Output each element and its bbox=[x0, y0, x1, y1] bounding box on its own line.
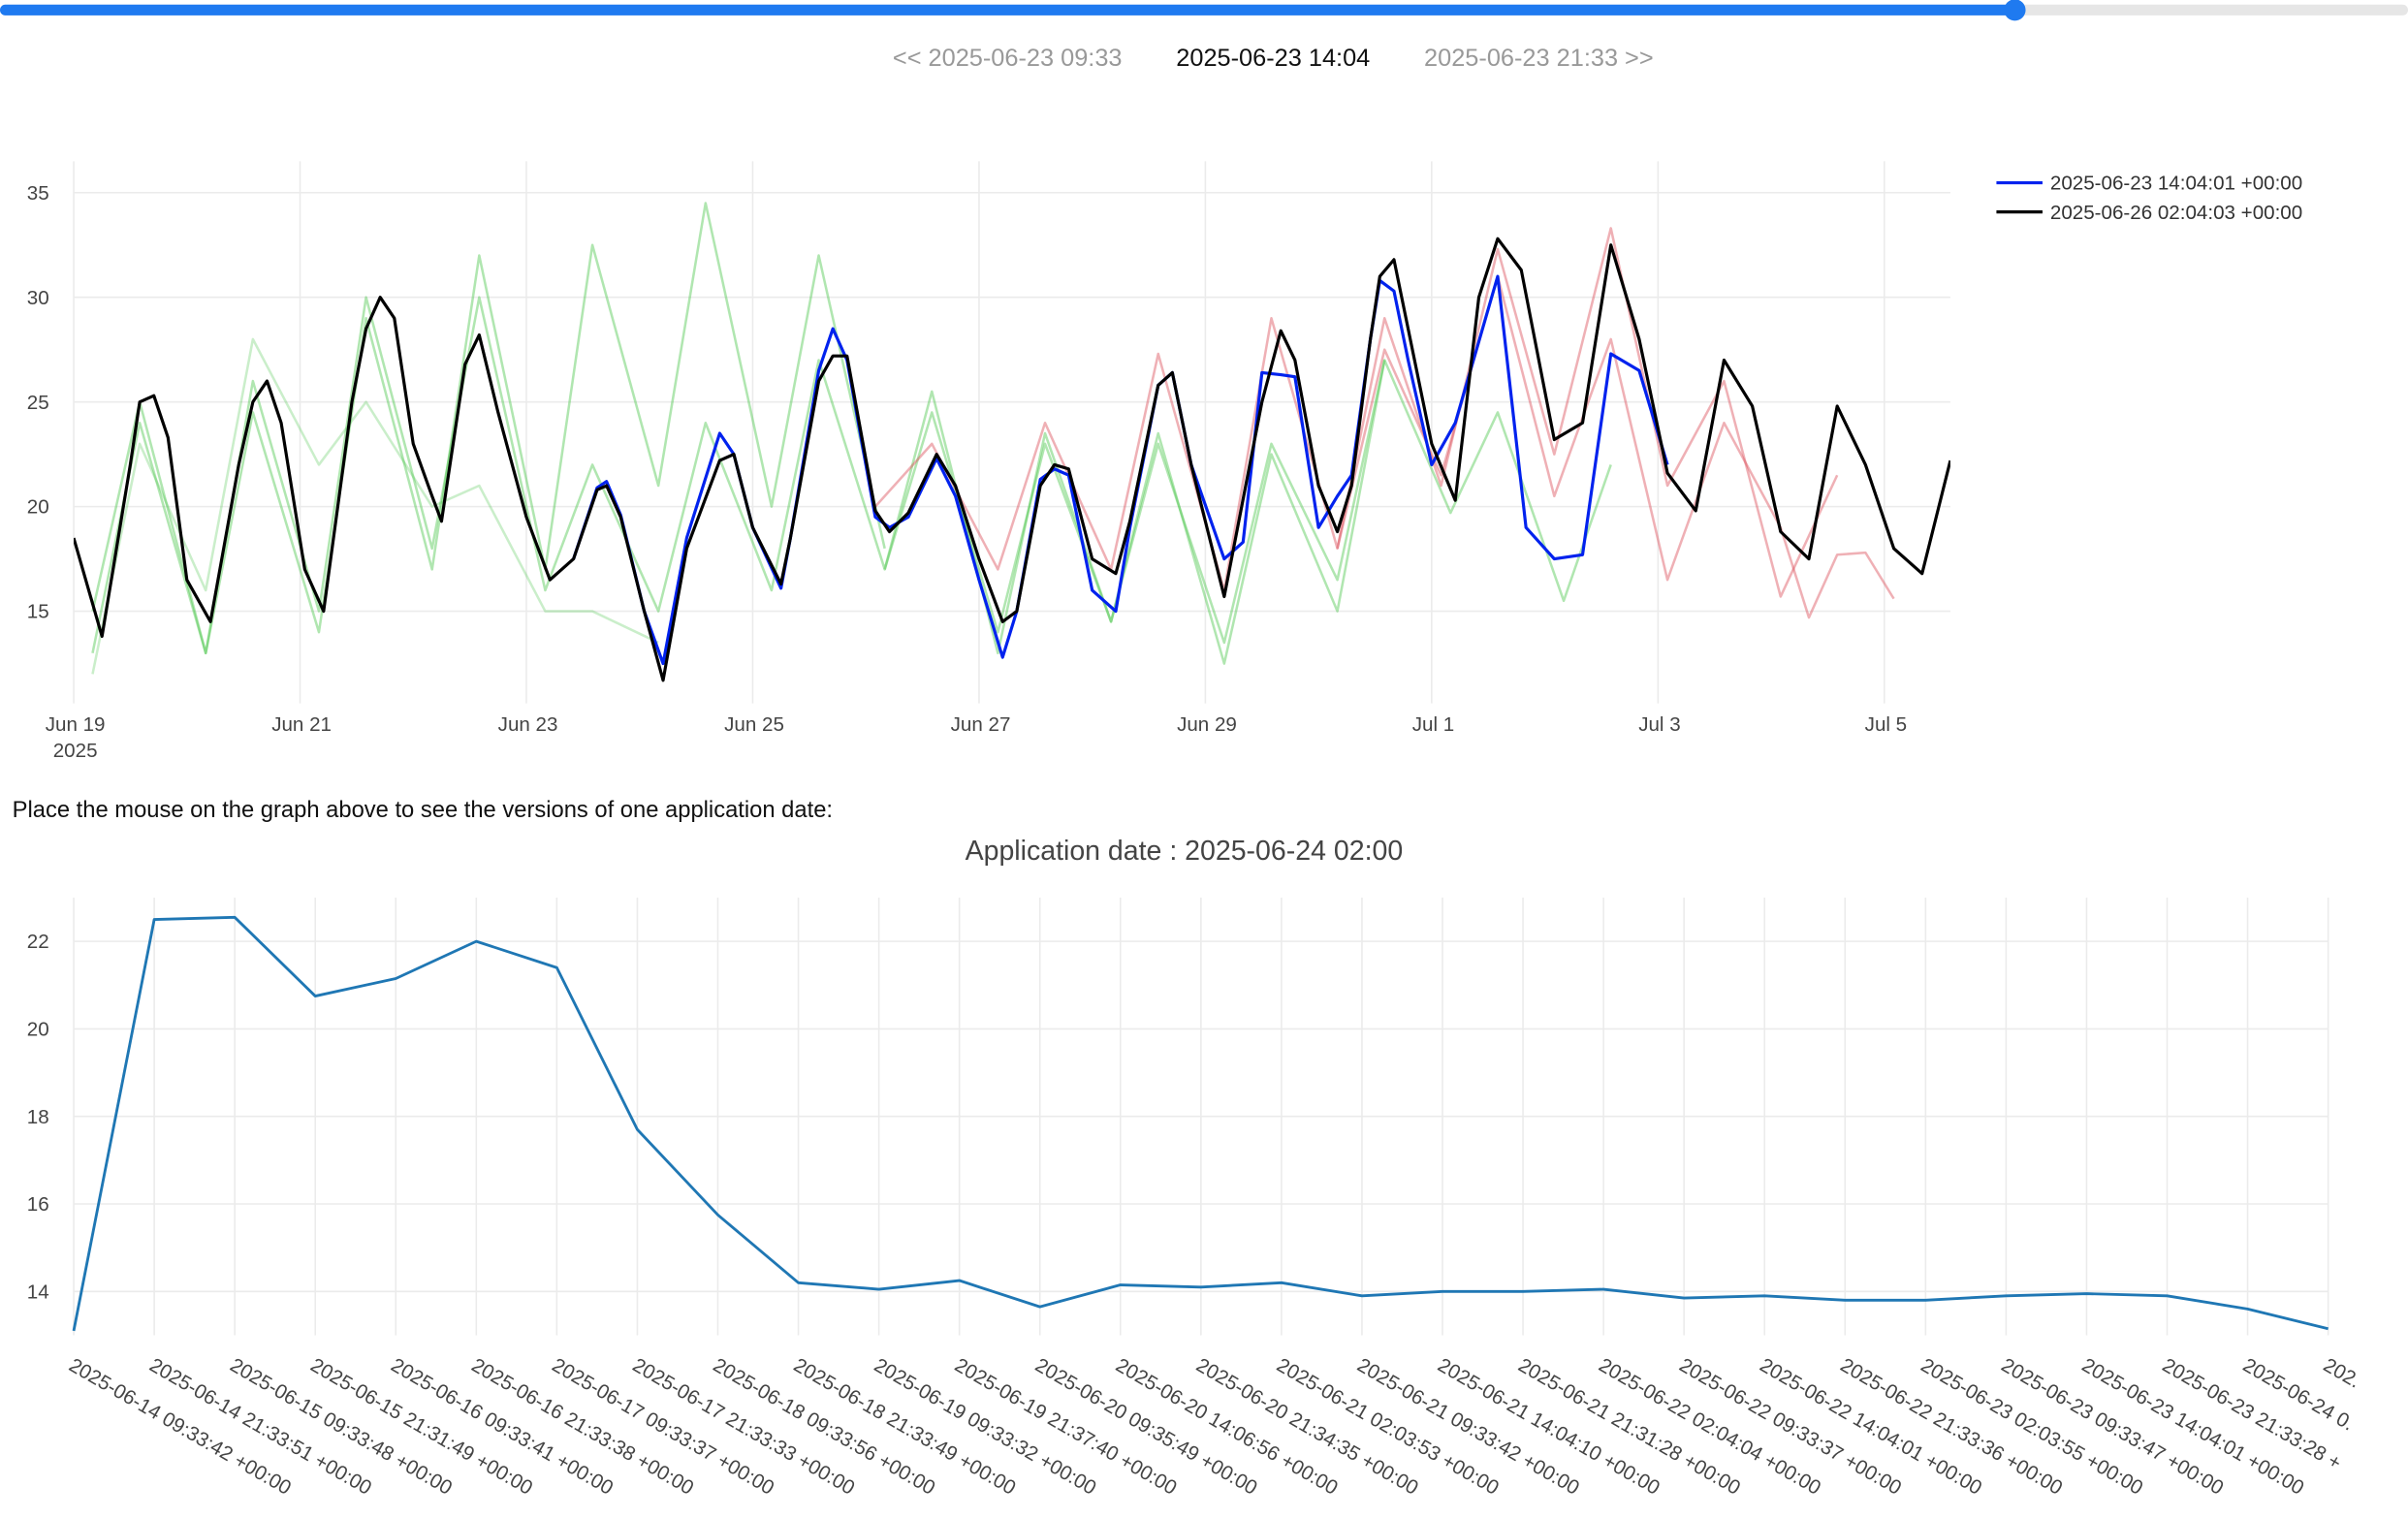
slider-handle[interactable] bbox=[2004, 0, 2026, 21]
series-line bbox=[74, 237, 1950, 682]
x-tick-label: Jun 25 bbox=[724, 713, 784, 736]
series-line bbox=[91, 202, 886, 655]
legend-label: 2025-06-23 14:04:01 +00:00 bbox=[2050, 173, 2302, 195]
y-tick-label: 18 bbox=[27, 1106, 49, 1128]
x-tick-label: Jun 21 bbox=[271, 713, 332, 736]
chart-title: Application date : 2025-06-24 02:00 bbox=[966, 836, 1404, 867]
y-tick-label: 16 bbox=[27, 1193, 49, 1216]
x-tick-label: Jul 5 bbox=[1865, 713, 1907, 736]
x-tick-label: Jun 29 bbox=[1177, 713, 1237, 736]
series-line bbox=[72, 915, 2329, 1332]
next-link[interactable]: 2025-06-23 21:33 >> bbox=[1424, 45, 1654, 72]
series-line bbox=[883, 359, 1612, 665]
x-tick-label: Jul 3 bbox=[1638, 713, 1680, 736]
y-tick-label: 15 bbox=[27, 601, 49, 623]
y-tick-label: 22 bbox=[27, 931, 49, 953]
previous-link[interactable]: << 2025-06-23 09:33 bbox=[893, 45, 1123, 72]
instruction: Place the mouse on the graph above to se… bbox=[13, 797, 833, 823]
y-tick-label: 20 bbox=[27, 496, 49, 519]
slider-fill bbox=[0, 4, 2015, 16]
legend-label: 2025-06-26 02:04:03 +00:00 bbox=[2050, 202, 2302, 224]
series-group bbox=[74, 202, 1950, 682]
x-tick-label: Jul 1 bbox=[1412, 713, 1454, 736]
series-line bbox=[873, 227, 1839, 598]
x-tick-label: Jun 23 bbox=[498, 713, 558, 736]
series-line bbox=[1336, 274, 1895, 619]
x-year-label: 2025 bbox=[53, 740, 98, 762]
y-tick-label: 14 bbox=[27, 1281, 49, 1303]
y-tick-label: 25 bbox=[27, 392, 49, 414]
y-tick-label: 30 bbox=[27, 287, 49, 309]
x-tick-label: Jun 27 bbox=[951, 713, 1011, 736]
y-tick-label: 35 bbox=[27, 182, 49, 205]
y-tick-label: 20 bbox=[27, 1019, 49, 1041]
current-version: 2025-06-23 14:04 bbox=[1176, 45, 1370, 72]
x-tick-label: Jun 19 bbox=[46, 713, 106, 736]
series-group bbox=[72, 915, 2329, 1332]
series-line bbox=[91, 337, 659, 675]
